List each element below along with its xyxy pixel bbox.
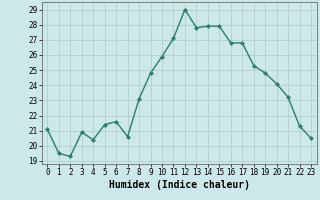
X-axis label: Humidex (Indice chaleur): Humidex (Indice chaleur) — [109, 180, 250, 190]
